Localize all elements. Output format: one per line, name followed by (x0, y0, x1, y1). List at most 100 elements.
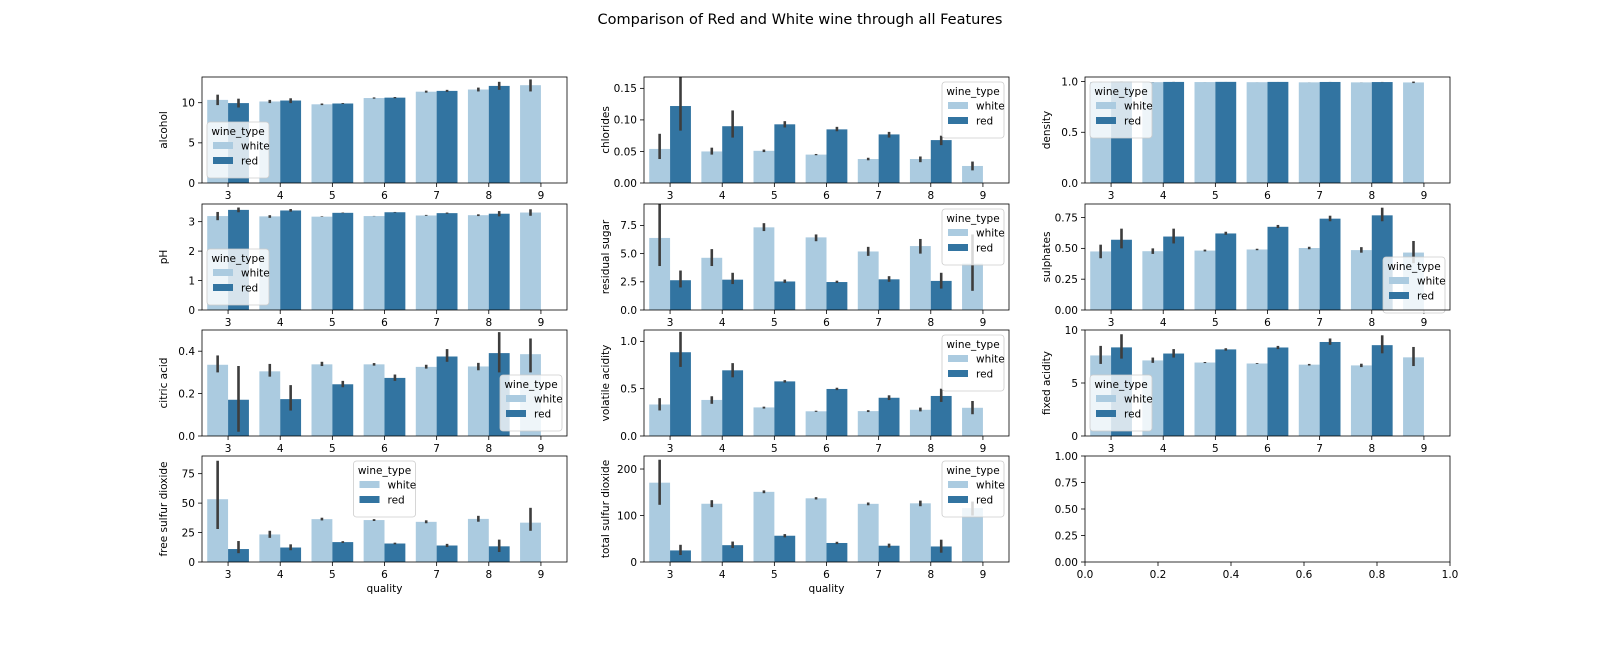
bar-white (259, 534, 281, 562)
legend-label-red: red (976, 243, 993, 255)
bar-white (753, 150, 775, 183)
x-tick-label: 5 (771, 190, 778, 202)
bar-white (1298, 82, 1320, 183)
bar-red (1319, 81, 1341, 183)
bar-red (280, 547, 302, 562)
bar-white (311, 104, 333, 183)
subplot-12: 0.00 0.25 0.50 0.75 1.00 0.0 0.2 0.4 0.6 0.8 1.0 (1055, 451, 1459, 581)
y-tick-label: 75 (182, 468, 195, 480)
y-tick-label: 2 (188, 246, 195, 258)
bar-red (826, 388, 848, 436)
x-tick-label: 9 (980, 317, 987, 329)
bar-white (857, 159, 879, 183)
bar-red (488, 546, 510, 562)
bar-white (805, 411, 827, 436)
x-tick-label: 9 (538, 190, 545, 202)
bar-red (826, 282, 848, 310)
legend-label-red: red (976, 116, 993, 128)
bar-red (488, 213, 510, 310)
legend-swatch-white (1389, 277, 1409, 284)
x-axis-label: quality (809, 583, 845, 595)
bar-white (259, 371, 281, 436)
legend-swatch-white (1096, 395, 1116, 402)
legend-title: wine_type (211, 253, 264, 265)
legend-swatch-red (213, 157, 233, 164)
x-tick-label: 3 (667, 569, 674, 581)
y-tick-label: 50 (182, 498, 195, 510)
bar-white (311, 216, 333, 310)
x-tick-label: 4 (277, 317, 284, 329)
axes-frame (201, 76, 568, 184)
legend-swatch-red (948, 496, 968, 503)
y-tick-label: 200 (617, 464, 637, 476)
legend-swatch-red (1389, 292, 1409, 299)
y-tick-label: 0.10 (614, 115, 637, 127)
x-tick-label: 5 (1212, 443, 1219, 455)
bar-red (670, 106, 691, 183)
legend-label-white: white (534, 394, 563, 406)
x-tick-label: 3 (225, 317, 232, 329)
y-tick-label: 0 (188, 305, 195, 317)
bar-red (332, 384, 354, 436)
bar-red (878, 134, 900, 183)
bar-white (467, 89, 489, 183)
x-tick-label: 8 (927, 317, 934, 329)
x-tick-label: 0.8 (1369, 569, 1386, 581)
x-tick-label: 5 (771, 317, 778, 329)
y-axis-label: free sulfur dioxide (158, 461, 170, 556)
bar-red (332, 103, 354, 183)
bar-white (649, 482, 671, 562)
bar-red (774, 381, 796, 436)
legend-label-red: red (388, 495, 405, 507)
bar-white (363, 520, 385, 562)
x-tick-label: 4 (1160, 317, 1167, 329)
x-tick-label: 3 (225, 190, 232, 202)
legend-title: wine_type (946, 339, 999, 351)
bar-white (467, 518, 489, 562)
bar-red (436, 213, 458, 310)
y-axis-label: chlorides (600, 106, 612, 154)
bar-white (649, 404, 671, 436)
bar-white (311, 519, 333, 562)
y-tick-label: 5 (188, 138, 195, 150)
bar-white (363, 216, 385, 310)
y-tick-label: 1.00 (1055, 451, 1078, 463)
x-tick-label: 7 (875, 569, 882, 581)
legend-swatch-red (506, 410, 526, 417)
legend-label-white: white (976, 101, 1005, 113)
bar-white (1246, 363, 1268, 436)
bar-white (1246, 249, 1268, 310)
bar-red (1163, 81, 1185, 183)
legend-swatch-white (213, 142, 233, 149)
bar-white (1298, 364, 1320, 436)
x-tick-label: 7 (1316, 443, 1323, 455)
bar-red (1163, 353, 1185, 436)
bar-red (930, 280, 952, 310)
x-tick-label: 9 (980, 443, 987, 455)
bar-red (930, 546, 952, 562)
legend-swatch-white (948, 481, 968, 488)
x-tick-label: 6 (823, 317, 830, 329)
x-tick-label: 5 (329, 317, 336, 329)
bar-red (774, 124, 796, 183)
bar-white (701, 257, 723, 310)
y-tick-label: 0.50 (1055, 504, 1078, 516)
legend-label-red: red (1417, 291, 1434, 303)
x-tick-label: 4 (1160, 443, 1167, 455)
x-tick-label: 8 (1368, 317, 1375, 329)
bar-red (384, 212, 406, 310)
y-tick-label: 1.0 (1061, 76, 1078, 88)
bar-red (930, 395, 952, 436)
x-tick-label: 6 (1264, 317, 1271, 329)
legend-swatch-white (1096, 102, 1116, 109)
x-tick-label: 8 (485, 190, 492, 202)
x-tick-label: 6 (381, 443, 388, 455)
y-tick-label: 0.05 (614, 146, 637, 158)
x-tick-label: 0.6 (1296, 569, 1313, 581)
bar-white (909, 409, 931, 436)
x-tick-label: 4 (1160, 190, 1167, 202)
x-tick-label: 6 (823, 190, 830, 202)
